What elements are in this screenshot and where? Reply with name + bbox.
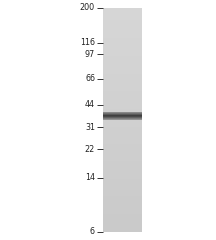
Text: 6: 6 xyxy=(90,228,95,236)
Text: 200: 200 xyxy=(80,4,95,12)
Text: kDa: kDa xyxy=(81,0,100,2)
Text: 116: 116 xyxy=(80,38,95,47)
Text: 44: 44 xyxy=(85,100,95,109)
Text: 66: 66 xyxy=(85,74,95,83)
Text: 14: 14 xyxy=(85,173,95,182)
Text: 31: 31 xyxy=(85,123,95,132)
Text: 97: 97 xyxy=(85,50,95,59)
Text: 22: 22 xyxy=(85,144,95,154)
